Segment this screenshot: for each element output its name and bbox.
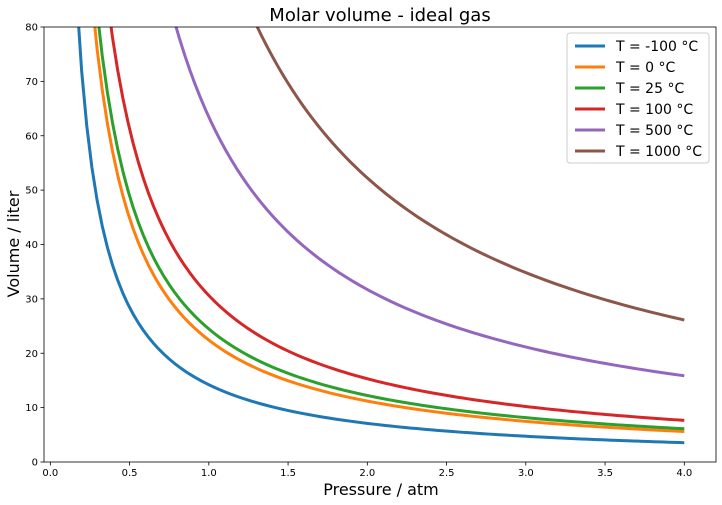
x-tick-label: 3.5 — [597, 468, 613, 479]
y-axis-label: Volume / liter — [4, 190, 23, 297]
x-axis-ticks: 0.0 0.5 1.0 1.5 2.0 2.5 3.0 3.5 4.0 — [42, 462, 692, 479]
series-line-3 — [109, 27, 685, 422]
x-tick-label: 4.0 — [676, 468, 692, 479]
x-tick-label: 1.5 — [280, 468, 296, 479]
y-axis-ticks: 0 10 20 30 40 50 60 70 80 — [25, 23, 44, 469]
legend-label: T = 25 °C — [615, 81, 684, 97]
x-tick-label: 0.0 — [42, 468, 58, 479]
series-line-2 — [97, 27, 685, 431]
series-lines — [77, 27, 685, 445]
x-tick-label: 0.5 — [122, 468, 138, 479]
y-tick-label: 60 — [25, 131, 38, 142]
legend-label: T = 500 °C — [615, 123, 693, 139]
x-tick-label: 3.0 — [518, 468, 534, 479]
y-tick-label: 80 — [25, 23, 38, 34]
series-line-1 — [93, 27, 685, 434]
x-tick-label: 2.5 — [439, 468, 455, 479]
plot-frame — [43, 26, 717, 463]
y-tick-label: 30 — [25, 294, 38, 305]
y-tick-label: 10 — [25, 403, 38, 414]
series-line-4 — [174, 27, 685, 378]
legend-label: T = 1000 °C — [615, 144, 702, 160]
x-axis-label: Pressure / atm — [323, 480, 439, 499]
legend: T = -100 °C T = 0 °C T = 25 °C T = 100 °C T … — [566, 32, 710, 164]
y-tick-label: 20 — [25, 349, 38, 360]
series-line-5 — [255, 27, 685, 322]
legend-label: T = -100 °C — [615, 39, 698, 55]
legend-label: T = 100 °C — [615, 102, 693, 118]
x-tick-label: 1.0 — [201, 468, 217, 479]
legend-label: T = 0 °C — [615, 60, 676, 76]
chart-title: Molar volume - ideal gas — [269, 5, 490, 26]
x-tick-label: 2.0 — [359, 468, 375, 479]
y-tick-label: 70 — [25, 77, 38, 88]
y-tick-label: 50 — [25, 186, 38, 197]
y-tick-label: 0 — [32, 458, 38, 469]
series-line-0 — [77, 27, 685, 445]
y-tick-label: 40 — [25, 240, 38, 251]
